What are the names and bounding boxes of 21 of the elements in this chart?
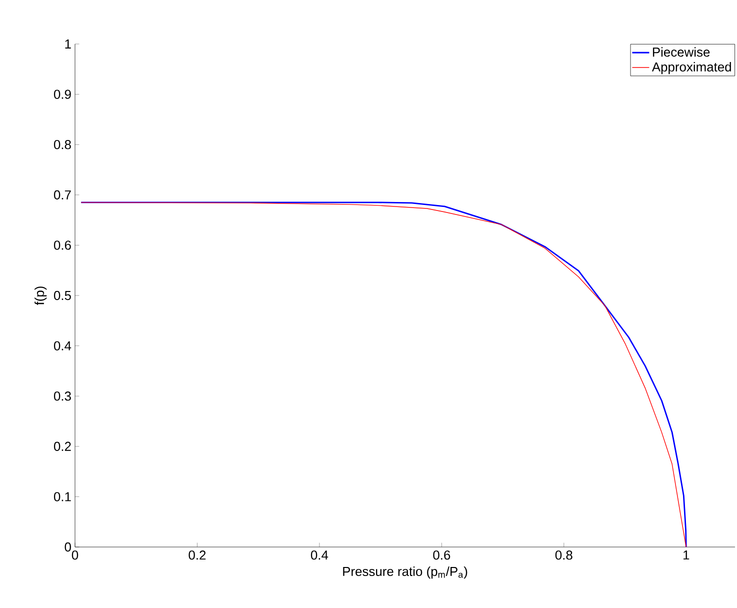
y-tick-label: 0.8 <box>54 140 71 150</box>
y-tick-label: 0.9 <box>54 90 71 99</box>
y-tick-label: 0.4 <box>54 341 72 350</box>
x-axis-title: Pressure ratio (p$_{m}$/P$_{a}$) <box>343 566 468 579</box>
legend-label: Approximated <box>652 62 731 74</box>
y-tick-label: 0.6 <box>54 240 71 250</box>
y-tick-label: 0 <box>64 542 71 552</box>
y-tick-label: 0.1 <box>54 492 71 502</box>
x-tick-label: 0.6 <box>433 550 450 560</box>
y-tick-label: 0.7 <box>54 190 71 200</box>
y-axis-title: f(p) <box>34 286 47 306</box>
legend-label: Piecewise <box>652 47 710 57</box>
x-tick-label: 1 <box>684 550 690 560</box>
y-tick-label: 0.5 <box>54 290 71 300</box>
y-tick-label: 0.2 <box>54 442 71 451</box>
y-tick-label: 0.3 <box>54 392 71 401</box>
x-tick-label: 0.2 <box>188 550 206 560</box>
x-tick-label: 0.8 <box>555 550 572 560</box>
x-tick-label: 0.4 <box>310 550 328 560</box>
y-tick-label: 1 <box>65 40 71 48</box>
x-tick-label: 0 <box>72 550 78 560</box>
